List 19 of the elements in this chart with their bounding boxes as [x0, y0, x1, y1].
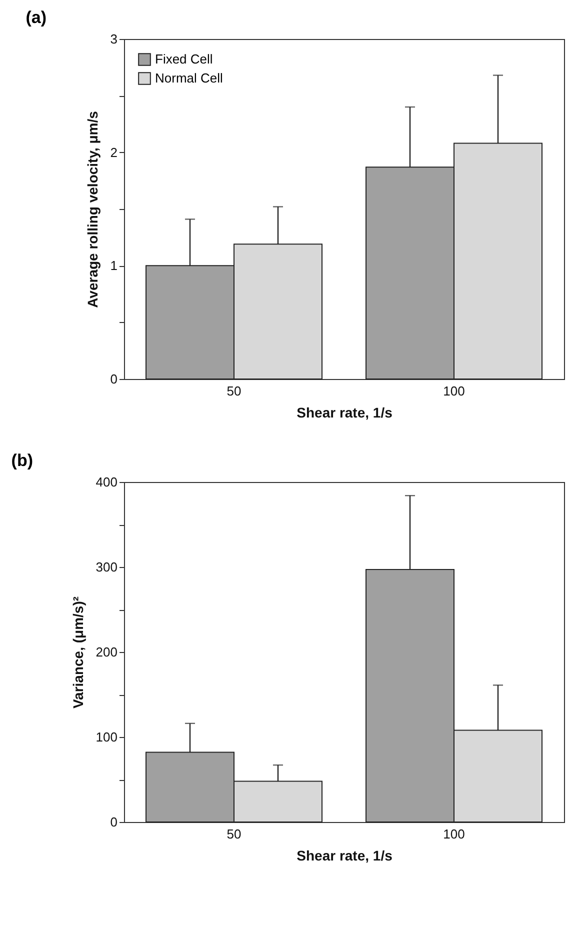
y-tick-label: 200 [96, 644, 118, 660]
y-tick-label: 3 [110, 32, 118, 46]
y-tick-label: 0 [110, 372, 118, 386]
chart-title: (b) [11, 451, 34, 470]
x-tick-label: 50 [226, 826, 242, 842]
legend-label: Fixed Cell [155, 52, 213, 66]
x-tick-label: 50 [226, 384, 242, 398]
y-tick-label: 1 [110, 258, 118, 274]
y-tick-label: 2 [110, 144, 118, 160]
y-tick-label: 0 [110, 814, 118, 830]
y-tick-label: 100 [96, 730, 118, 744]
x-axis-title: Shear rate, 1/s [296, 404, 393, 420]
y-axis-title: Average rolling velocity, μm/s [84, 110, 100, 308]
x-axis-title: Shear rate, 1/s [296, 848, 393, 864]
y-tick-label: 400 [96, 474, 118, 490]
y-tick-label: 300 [96, 560, 118, 574]
legend-label: Normal Cell [155, 70, 224, 86]
y-axis-title: Variance, (μm/s)² [70, 596, 86, 709]
chart-title: (a) [26, 8, 47, 27]
